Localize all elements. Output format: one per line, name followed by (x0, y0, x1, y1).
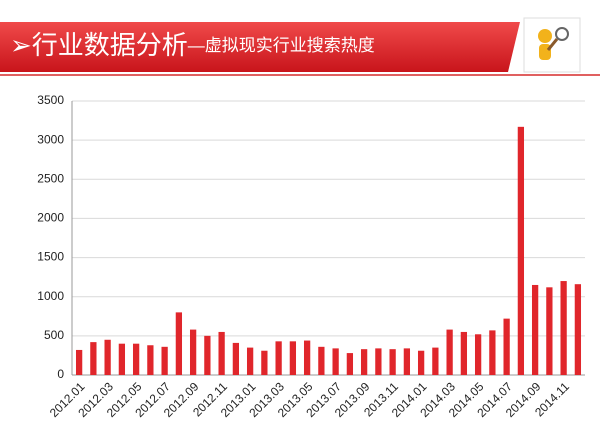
bar (246, 347, 254, 375)
bar (389, 349, 396, 375)
bar (560, 281, 567, 375)
bar (218, 331, 225, 375)
bar (432, 347, 439, 375)
y-tick-label: 2000 (37, 211, 64, 225)
bar (90, 342, 97, 375)
bar (303, 340, 311, 375)
icon (538, 27, 569, 60)
bar (375, 348, 382, 375)
bar (346, 353, 354, 375)
bar (204, 335, 211, 375)
y-tick-label: 3000 (37, 132, 64, 146)
bar (175, 312, 183, 375)
y-tick-label: 2500 (37, 171, 64, 185)
bar (574, 284, 582, 375)
y-tick-label: 1000 (37, 289, 64, 303)
bar (189, 329, 197, 375)
bar (104, 339, 111, 375)
bar (261, 350, 268, 375)
bar (360, 349, 368, 375)
bar (446, 329, 453, 375)
bar (118, 343, 126, 375)
bar (489, 330, 496, 375)
bar (517, 126, 525, 375)
bar (474, 334, 482, 375)
bar (147, 345, 154, 375)
bar (275, 341, 282, 375)
y-tick-label: 500 (44, 328, 64, 342)
bar (75, 349, 83, 375)
title: ➢行业数据分析—虚拟现实行业搜索热度 (10, 30, 375, 60)
y-tick-label: 3500 (37, 93, 64, 107)
bar (289, 341, 297, 375)
bar (318, 346, 325, 375)
bar (403, 348, 411, 375)
y-tick-label: 0 (57, 367, 64, 381)
bar (546, 287, 553, 375)
bar (332, 348, 339, 375)
bar (232, 342, 240, 375)
header-rule (0, 74, 600, 76)
bar (503, 318, 510, 375)
y-tick-label: 1500 (37, 250, 64, 264)
bar (460, 331, 468, 375)
header-banner (0, 22, 520, 72)
bar (417, 350, 425, 375)
bar (531, 284, 539, 375)
bar (132, 343, 140, 375)
bar (161, 346, 168, 375)
